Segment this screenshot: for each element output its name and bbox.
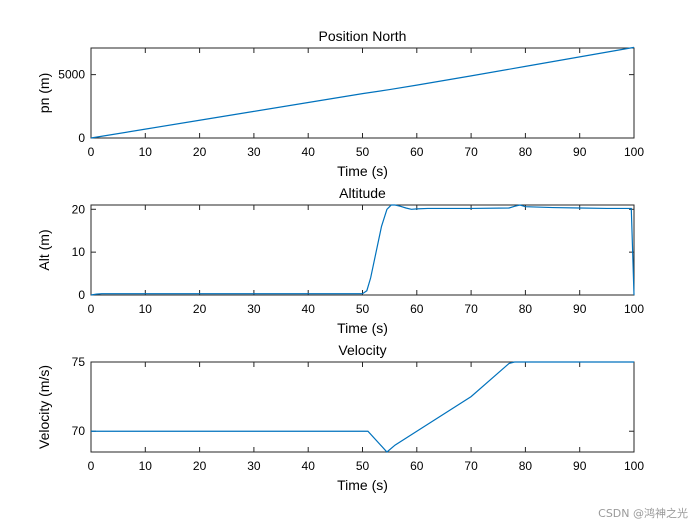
x-tick-label: 60 <box>410 459 424 473</box>
watermark: CSDN @鸿神之光 <box>598 507 688 520</box>
x-tick-label: 100 <box>624 145 644 159</box>
x-tick-label: 80 <box>519 459 533 473</box>
x-tick-label: 30 <box>247 302 261 316</box>
x-tick-label: 10 <box>139 302 153 316</box>
x-tick-label: 40 <box>302 459 316 473</box>
x-tick-label: 100 <box>624 459 644 473</box>
x-tick-label: 50 <box>356 459 370 473</box>
x-tick-label: 20 <box>193 459 207 473</box>
x-tick-label: 60 <box>410 145 424 159</box>
x-tick-label: 0 <box>88 302 95 316</box>
x-tick-label: 20 <box>193 145 207 159</box>
x-tick-label: 40 <box>302 302 316 316</box>
y-tick-label: 0 <box>78 131 85 145</box>
x-tick-label: 50 <box>356 145 370 159</box>
x-axis-label-1: Time (s) <box>337 163 388 179</box>
x-tick-label: 80 <box>519 302 533 316</box>
y-tick-label: 5000 <box>58 68 85 82</box>
chart-title-1: Position North <box>319 28 407 44</box>
x-tick-label: 0 <box>88 459 95 473</box>
chart-title-2: Altitude <box>339 185 386 201</box>
y-tick-label: 0 <box>78 288 85 302</box>
x-tick-label: 80 <box>519 145 533 159</box>
series-line-2 <box>90 204 635 296</box>
x-tick-label: 100 <box>624 302 644 316</box>
plot-area-3 <box>90 361 635 453</box>
y-axis-label-2: Alt (m) <box>36 229 52 270</box>
plot-area-2 <box>90 204 635 296</box>
x-tick-label: 90 <box>573 459 587 473</box>
series-line-3 <box>91 361 634 453</box>
x-axis-label-3: Time (s) <box>337 477 388 493</box>
y-tick-label: 10 <box>72 245 86 259</box>
x-tick-label: 50 <box>356 302 370 316</box>
y-tick-label: 20 <box>72 202 86 216</box>
y-tick-label: 70 <box>72 424 86 438</box>
x-tick-label: 10 <box>139 459 153 473</box>
x-tick-label: 30 <box>247 145 261 159</box>
x-axis-label-2: Time (s) <box>337 320 388 336</box>
y-tick-label: 75 <box>72 355 86 369</box>
series-line-1 <box>90 46 635 139</box>
x-tick-label: 0 <box>88 145 95 159</box>
x-tick-label: 20 <box>193 302 207 316</box>
x-tick-label: 70 <box>464 459 478 473</box>
y-axis-label-3: Velocity (m/s) <box>36 365 52 449</box>
x-tick-label: 90 <box>573 145 587 159</box>
y-axis-label-1: pn (m) <box>36 73 52 113</box>
x-tick-label: 60 <box>410 302 424 316</box>
x-tick-label: 40 <box>302 145 316 159</box>
x-tick-label: 70 <box>464 145 478 159</box>
x-tick-label: 70 <box>464 302 478 316</box>
x-tick-label: 90 <box>573 302 587 316</box>
x-tick-label: 30 <box>247 459 261 473</box>
x-tick-label: 10 <box>139 145 153 159</box>
chart-title-3: Velocity <box>338 342 386 358</box>
